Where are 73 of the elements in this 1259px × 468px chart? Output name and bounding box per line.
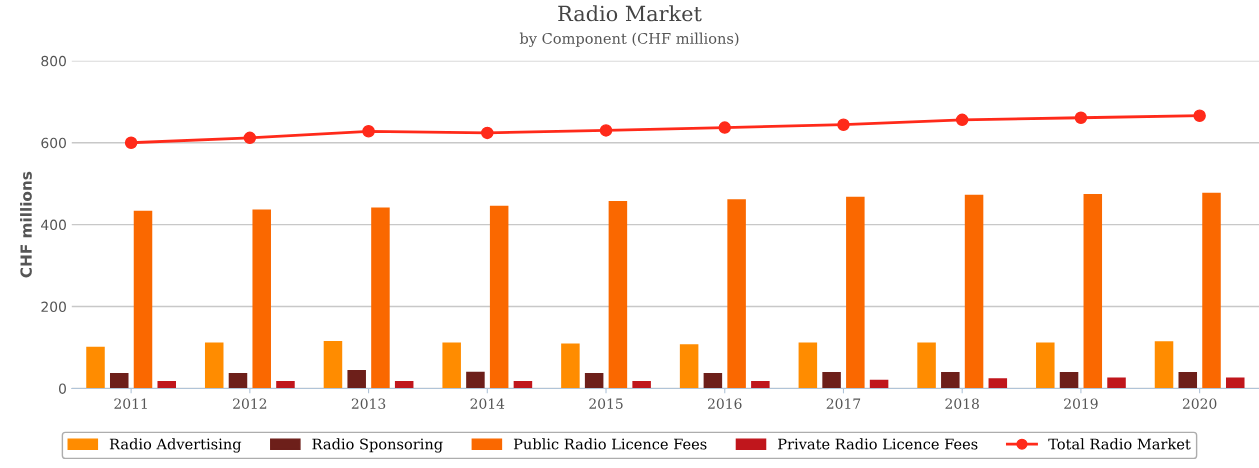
bar bbox=[964, 194, 984, 389]
point bbox=[599, 124, 613, 137]
bar bbox=[561, 343, 580, 389]
chart-title: Radio Market bbox=[558, 5, 702, 22]
point bbox=[481, 126, 494, 140]
bar bbox=[584, 372, 604, 389]
bar bbox=[1036, 342, 1055, 389]
x-tick-label: 2011 bbox=[114, 398, 147, 409]
bar bbox=[1225, 377, 1245, 389]
bar bbox=[608, 200, 628, 389]
bar bbox=[846, 196, 865, 389]
legend-label: Total Radio Market bbox=[1048, 438, 1191, 450]
bar bbox=[727, 199, 746, 389]
bar bbox=[323, 340, 343, 389]
bar bbox=[442, 342, 461, 389]
bar bbox=[394, 381, 414, 389]
bar bbox=[751, 381, 770, 389]
y-axis-title: CHF millions bbox=[20, 171, 32, 278]
bar bbox=[703, 372, 723, 389]
x-tick-label: 2013 bbox=[351, 398, 386, 409]
x-tick-label: 2016 bbox=[708, 398, 742, 409]
y-tick-label: 400 bbox=[41, 219, 66, 231]
bar bbox=[252, 209, 271, 389]
legend-label: Public Radio Licence Fees bbox=[513, 438, 707, 450]
chart-subtitle: by Component (CHF millions) bbox=[519, 32, 739, 47]
bar bbox=[466, 371, 485, 389]
bar bbox=[157, 381, 176, 389]
x-tick-label: 2018 bbox=[945, 398, 979, 409]
y-tick-label: 200 bbox=[41, 301, 66, 313]
bar bbox=[822, 372, 841, 389]
x-tick-label: 2015 bbox=[589, 398, 623, 409]
point bbox=[362, 125, 375, 138]
bar bbox=[347, 370, 366, 389]
y-tick-label: 600 bbox=[41, 137, 66, 149]
point bbox=[1193, 109, 1206, 122]
point bbox=[124, 136, 138, 149]
point bbox=[718, 121, 731, 134]
bar bbox=[513, 381, 533, 389]
bar bbox=[798, 342, 818, 389]
bar bbox=[109, 372, 129, 389]
x-tick-label: 2014 bbox=[470, 398, 505, 409]
bar bbox=[1059, 372, 1079, 389]
bar bbox=[86, 346, 105, 389]
y-tick-label: 0 bbox=[58, 383, 66, 394]
bar bbox=[869, 379, 889, 389]
bar bbox=[1202, 192, 1221, 389]
bar bbox=[917, 342, 936, 389]
bar bbox=[276, 381, 295, 389]
bar bbox=[679, 344, 699, 389]
point bbox=[837, 118, 850, 131]
x-tick-label: 2020 bbox=[1182, 398, 1217, 409]
bar bbox=[1083, 193, 1103, 389]
bar bbox=[204, 342, 224, 389]
point bbox=[243, 131, 257, 145]
x-tick-label: 2017 bbox=[826, 398, 861, 409]
bar bbox=[941, 372, 960, 389]
bar bbox=[371, 207, 390, 389]
legend-label: Radio Sponsoring bbox=[312, 438, 443, 453]
bar bbox=[1178, 372, 1198, 389]
legend-label: Private Radio Licence Fees bbox=[778, 438, 978, 450]
legend-label: Radio Advertising bbox=[109, 438, 242, 453]
bar bbox=[1107, 377, 1126, 389]
bar bbox=[133, 210, 153, 389]
point bbox=[1074, 111, 1088, 125]
x-tick-label: 2019 bbox=[1064, 398, 1098, 409]
bar bbox=[1154, 341, 1174, 389]
y-tick-label: 800 bbox=[41, 55, 66, 67]
bar bbox=[988, 378, 1008, 389]
point bbox=[955, 113, 969, 127]
x-tick-label: 2012 bbox=[233, 398, 267, 409]
bar bbox=[228, 372, 248, 389]
bar bbox=[489, 205, 509, 389]
bar bbox=[632, 381, 651, 389]
